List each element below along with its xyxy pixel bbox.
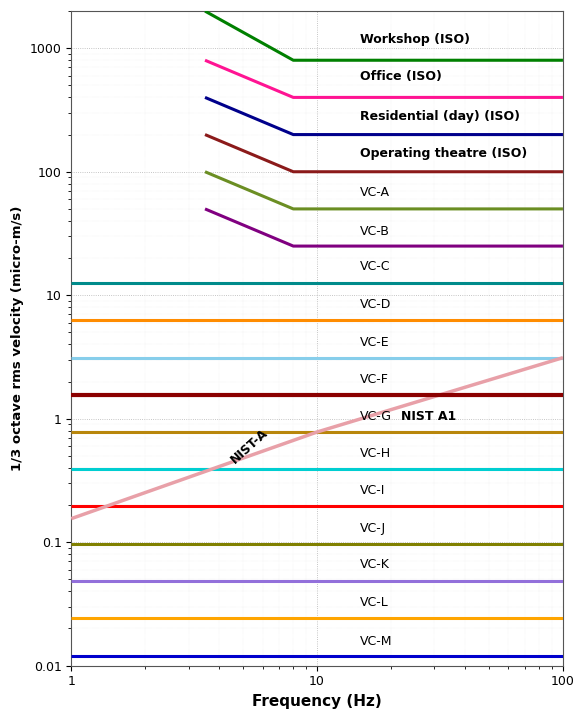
Text: VC-F: VC-F [360, 373, 389, 386]
Text: VC-I: VC-I [360, 485, 386, 498]
Text: VC-G: VC-G [360, 410, 393, 423]
Text: Workshop (ISO): Workshop (ISO) [360, 32, 471, 45]
Text: NIST A1: NIST A1 [401, 410, 456, 423]
Y-axis label: 1/3 octave rms velocity (micro-m/s): 1/3 octave rms velocity (micro-m/s) [11, 206, 24, 471]
Text: VC-A: VC-A [360, 186, 390, 199]
Text: NIST-A: NIST-A [228, 426, 270, 466]
Text: VC-D: VC-D [360, 297, 392, 310]
Text: VC-E: VC-E [360, 336, 390, 348]
Text: VC-C: VC-C [360, 261, 391, 274]
Text: VC-H: VC-H [360, 447, 391, 460]
Text: VC-J: VC-J [360, 522, 387, 535]
Text: VC-L: VC-L [360, 595, 389, 608]
Text: Residential (day) (ISO): Residential (day) (ISO) [360, 109, 520, 122]
Text: VC-M: VC-M [360, 634, 393, 647]
X-axis label: Frequency (Hz): Frequency (Hz) [252, 694, 382, 709]
Text: Operating theatre (ISO): Operating theatre (ISO) [360, 147, 527, 160]
Text: Office (ISO): Office (ISO) [360, 71, 442, 84]
Text: VC-K: VC-K [360, 558, 390, 572]
Text: VC-B: VC-B [360, 225, 390, 238]
